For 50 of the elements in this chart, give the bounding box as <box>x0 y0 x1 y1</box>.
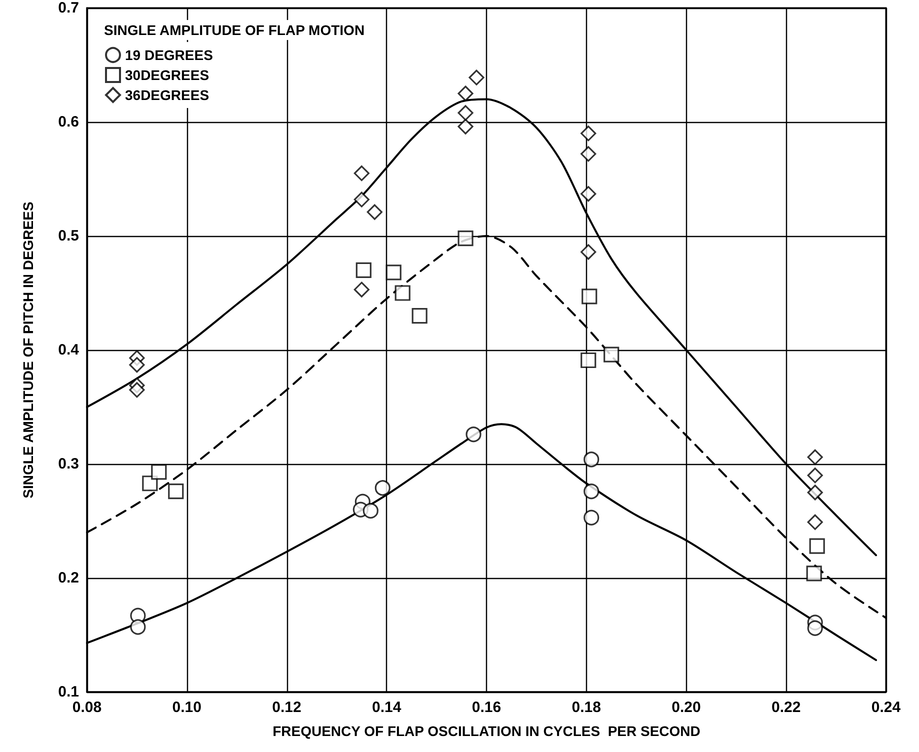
legend-title: SINGLE AMPLITUDE OF FLAP MOTION <box>104 22 365 38</box>
x-tick-label: 0.24 <box>871 699 902 716</box>
point <box>354 192 370 208</box>
point <box>580 186 596 202</box>
point <box>580 146 596 162</box>
point <box>584 484 600 500</box>
x-tick-label: 0.10 <box>172 699 202 716</box>
y-tick-label: 0.3 <box>58 456 79 472</box>
point <box>151 464 167 480</box>
point <box>129 357 145 373</box>
y-tick-label: 0.2 <box>58 570 79 586</box>
point <box>466 426 482 442</box>
y-tick-label: 0.6 <box>58 114 79 130</box>
point <box>129 382 145 398</box>
x-tick-label: 0.22 <box>772 699 801 716</box>
y-tick-label: 0.7 <box>58 0 79 16</box>
x-tick-label: 0.18 <box>572 699 601 716</box>
legend-label: 30DEGREES <box>125 67 210 83</box>
legend-label: 36DEGREES <box>125 87 210 103</box>
point <box>807 620 823 636</box>
x-tick-label: 0.12 <box>272 699 302 716</box>
y-axis-title: SINGLE AMPLITUDE OF PITCH IN DEGREES <box>20 202 36 498</box>
point <box>374 480 390 496</box>
point <box>412 308 428 324</box>
point <box>806 566 822 582</box>
y-tick-label: 0.4 <box>58 342 80 358</box>
point <box>458 230 474 246</box>
y-tick-label: 0.1 <box>58 684 79 700</box>
y-tick-label: 0.5 <box>58 228 79 244</box>
x-tick-label: 0.20 <box>672 699 701 716</box>
point <box>356 262 372 278</box>
point <box>580 352 596 368</box>
legend-label: 19 DEGREES <box>125 47 213 63</box>
x-tick-label: 0.14 <box>372 699 402 716</box>
point <box>168 484 184 500</box>
point <box>584 510 600 526</box>
point <box>386 264 402 280</box>
point <box>394 285 410 301</box>
point <box>582 288 598 304</box>
point <box>809 538 825 554</box>
x-axis-title: FREQUENCY OF FLAP OSCILLATION IN CYCLES PER SECOND <box>272 723 700 739</box>
point <box>362 502 378 519</box>
point <box>580 126 596 142</box>
point <box>130 619 146 635</box>
point <box>584 452 600 468</box>
point <box>604 346 620 362</box>
x-tick-label: 0.16 <box>472 699 502 716</box>
point <box>807 484 823 500</box>
point <box>580 244 596 260</box>
x-tick-label: 0.08 <box>72 699 102 716</box>
